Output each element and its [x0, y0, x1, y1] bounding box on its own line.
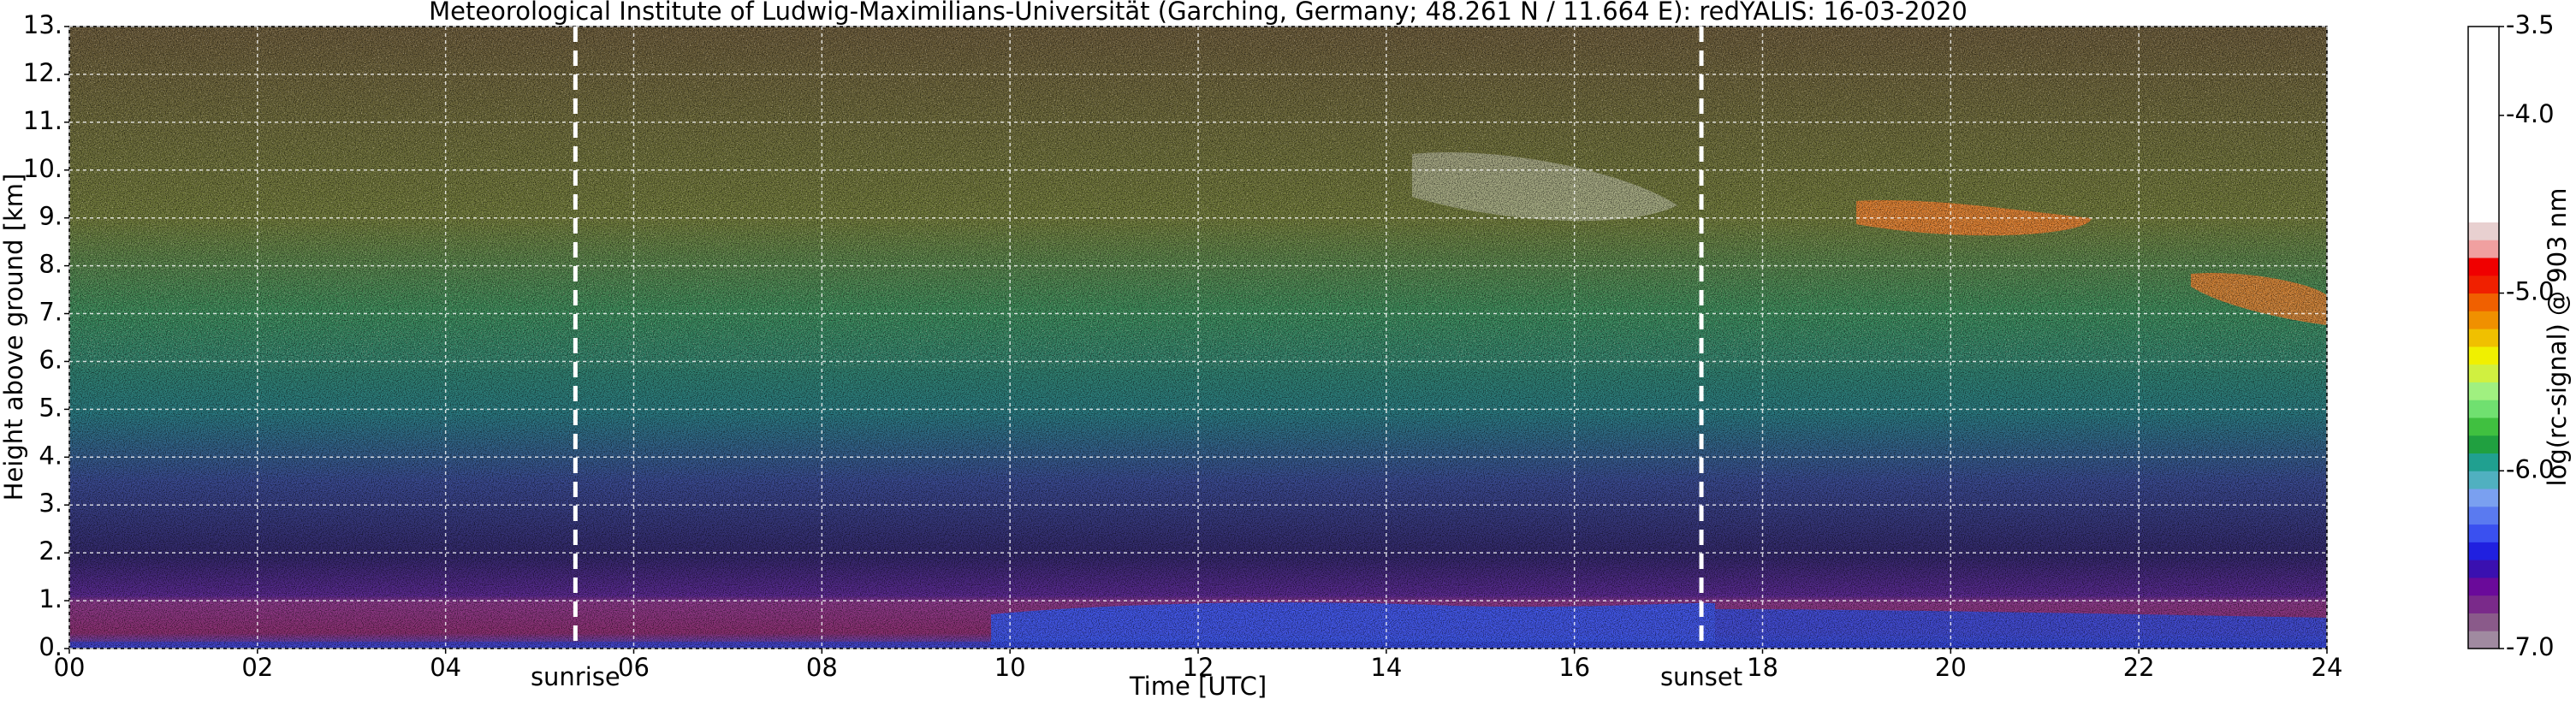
y-tick-label: 5.: [39, 393, 62, 422]
colorbar-swatch: [2468, 364, 2499, 382]
y-tick-label: 9.: [39, 202, 62, 231]
x-tick-label: 22: [2123, 653, 2155, 682]
colorbar-swatch: [2468, 329, 2499, 347]
x-tick-label: 04: [430, 653, 461, 682]
colorbar-swatch: [2468, 346, 2499, 365]
colorbar-swatch: [2468, 222, 2499, 240]
x-axis-label: Time [UTC]: [1129, 672, 1267, 701]
y-tick-label: 7.: [39, 298, 62, 327]
colorbar-swatch: [2468, 453, 2499, 471]
x-tick-label: 10: [994, 653, 1026, 682]
colorbar-swatch: [2468, 115, 2499, 134]
colorbar-swatch: [2468, 631, 2499, 649]
colorbar-swatch: [2468, 435, 2499, 454]
y-tick-label: 1.: [39, 584, 62, 613]
colorbar-swatch: [2468, 275, 2499, 294]
x-tick-label: 16: [1558, 653, 1590, 682]
x-tick-label: 06: [618, 653, 650, 682]
colorbar-swatch: [2468, 293, 2499, 311]
colorbar-swatch: [2468, 311, 2499, 329]
colorbar-swatch: [2468, 151, 2499, 169]
annotation-label: sunrise: [531, 662, 620, 691]
colorbar-swatch: [2468, 489, 2499, 507]
x-tick-label: 20: [1935, 653, 1967, 682]
y-tick-label: 10.: [23, 154, 62, 183]
y-axis-label: Height above ground [km]: [0, 174, 28, 501]
x-tick-label: 18: [1747, 653, 1778, 682]
y-tick-label: 2.: [39, 536, 62, 566]
colorbar-swatch: [2468, 560, 2499, 578]
colorbar-swatch: [2468, 524, 2499, 542]
colorbar-label: log(rc-signal) @ 903 nm: [2543, 188, 2572, 487]
y-tick-label: 0.: [39, 632, 62, 661]
colorbar-swatch: [2468, 595, 2499, 613]
colorbar-tick-label: -5.0: [2506, 277, 2555, 306]
annotation-label: sunset: [1660, 662, 1742, 691]
colorbar-swatch: [2468, 382, 2499, 400]
colorbar-swatch: [2468, 417, 2499, 436]
colorbar-swatch: [2468, 240, 2499, 258]
colorbar-tick-label: -3.5: [2506, 10, 2555, 39]
x-tick-label: 08: [806, 653, 838, 682]
colorbar-swatch: [2468, 204, 2499, 222]
colorbar-swatch: [2468, 506, 2499, 525]
chart-title: Meteorological Institute of Ludwig-Maxim…: [429, 0, 1968, 26]
y-tick-label: 8.: [39, 250, 62, 279]
colorbar-swatch: [2468, 577, 2499, 596]
colorbar-tick-label: -6.0: [2506, 454, 2555, 483]
colorbar-swatch: [2468, 471, 2499, 489]
x-tick-label: 12: [1183, 653, 1214, 682]
colorbar-swatch: [2468, 258, 2499, 276]
colorbar-swatch: [2468, 62, 2499, 80]
colorbar-swatch: [2468, 186, 2499, 205]
y-tick-label: 4.: [39, 441, 62, 470]
colorbar-swatch: [2468, 542, 2499, 560]
x-tick-label: 00: [54, 653, 86, 682]
y-tick-label: 13.: [23, 10, 62, 39]
y-tick-label: 11.: [23, 106, 62, 135]
colorbar-swatch: [2468, 613, 2499, 631]
colorbar-swatch: [2468, 133, 2499, 151]
colorbar-tick-label: -7.0: [2506, 632, 2555, 661]
colorbar-swatch: [2468, 27, 2499, 45]
colorbar-swatch: [2468, 98, 2499, 116]
colorbar-swatch: [2468, 169, 2499, 187]
y-tick-label: 12.: [23, 58, 62, 87]
x-tick-label: 14: [1370, 653, 1402, 682]
colorbar-swatch: [2468, 400, 2499, 418]
colorbar-swatch: [2468, 44, 2499, 63]
colorbar-tick-label: -4.0: [2506, 99, 2555, 128]
y-tick-label: 3.: [39, 489, 62, 518]
colorbar-frame: [2467, 26, 2500, 649]
x-tick-label: 24: [2312, 653, 2343, 682]
colorbar-swatch: [2468, 80, 2499, 98]
y-tick-label: 6.: [39, 345, 62, 374]
x-tick-label: 02: [241, 653, 273, 682]
